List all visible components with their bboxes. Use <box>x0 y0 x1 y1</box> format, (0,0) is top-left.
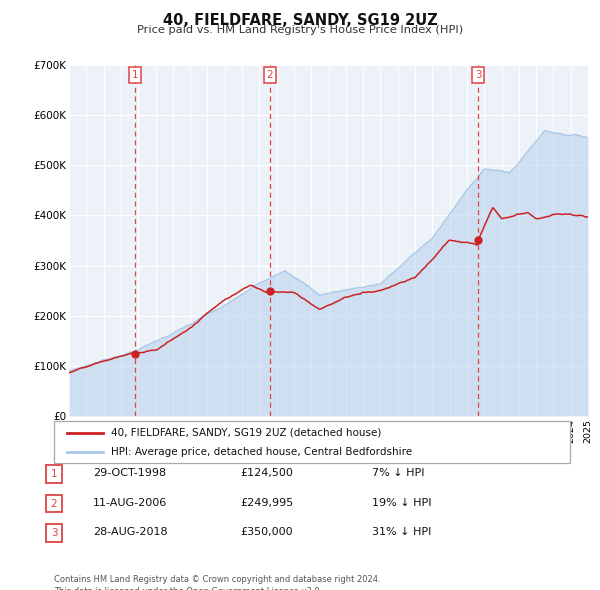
Text: 2: 2 <box>50 499 58 509</box>
Text: 3: 3 <box>50 528 58 538</box>
Text: Price paid vs. HM Land Registry's House Price Index (HPI): Price paid vs. HM Land Registry's House … <box>137 25 463 35</box>
Text: £249,995: £249,995 <box>240 498 293 507</box>
Text: 1: 1 <box>132 70 139 80</box>
Text: 28-AUG-2018: 28-AUG-2018 <box>93 527 167 537</box>
Text: 29-OCT-1998: 29-OCT-1998 <box>93 468 166 478</box>
Text: 2: 2 <box>266 70 273 80</box>
Text: 7% ↓ HPI: 7% ↓ HPI <box>372 468 425 478</box>
Text: 19% ↓ HPI: 19% ↓ HPI <box>372 498 431 507</box>
Text: 40, FIELDFARE, SANDY, SG19 2UZ: 40, FIELDFARE, SANDY, SG19 2UZ <box>163 13 437 28</box>
Text: 40, FIELDFARE, SANDY, SG19 2UZ (detached house): 40, FIELDFARE, SANDY, SG19 2UZ (detached… <box>111 428 381 438</box>
Text: 3: 3 <box>475 70 481 80</box>
Text: 1: 1 <box>50 469 58 479</box>
Text: £124,500: £124,500 <box>240 468 293 478</box>
Text: Contains HM Land Registry data © Crown copyright and database right 2024.
This d: Contains HM Land Registry data © Crown c… <box>54 575 380 590</box>
Text: 31% ↓ HPI: 31% ↓ HPI <box>372 527 431 537</box>
Text: HPI: Average price, detached house, Central Bedfordshire: HPI: Average price, detached house, Cent… <box>111 447 412 457</box>
Text: 11-AUG-2006: 11-AUG-2006 <box>93 498 167 507</box>
Text: £350,000: £350,000 <box>240 527 293 537</box>
